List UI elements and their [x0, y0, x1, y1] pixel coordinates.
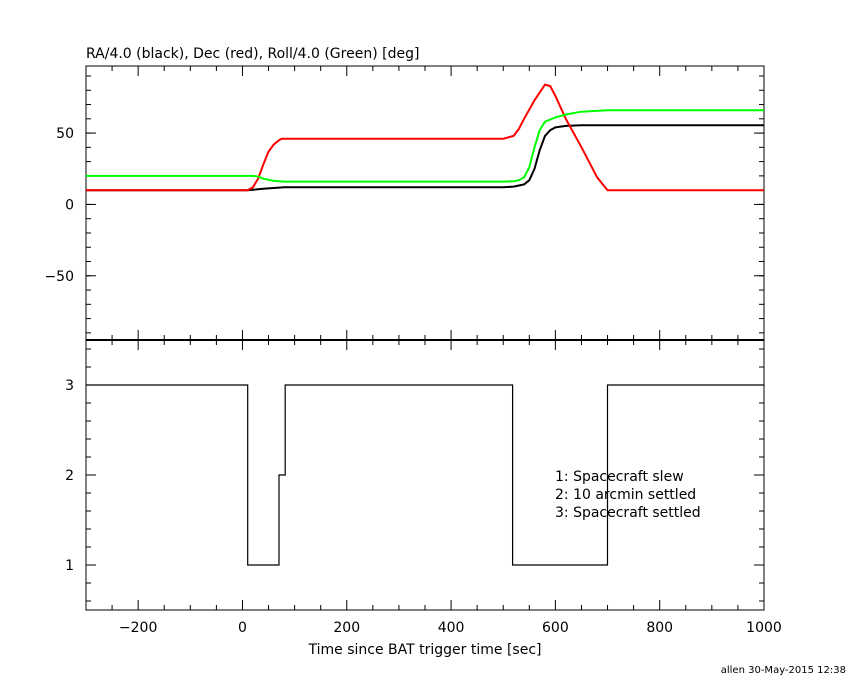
top-y-tick-label: −50: [44, 269, 74, 285]
x-axis-label: Time since BAT trigger time [sec]: [308, 642, 542, 658]
top-y-tick-label: 50: [56, 126, 74, 142]
top-panel-ticks: −50 0 50: [44, 66, 765, 340]
top-series-dec: [86, 83, 764, 192]
bottom-panel-series: [86, 384, 764, 566]
legend-10-arcmin: 2: 10 arcmin settled: [555, 487, 696, 503]
top-y-tick-label: 0: [65, 197, 74, 213]
x-tick-label: 600: [542, 620, 569, 636]
bottom-y-tick-label: 2: [65, 468, 74, 484]
top-panel-title: RA/4.0 (black), Dec (red), Roll/4.0 (Gre…: [86, 46, 419, 62]
bottom-y-tick-label: 1: [65, 558, 74, 574]
top-series-roll: [86, 109, 764, 183]
x-tick-label: 800: [646, 620, 673, 636]
bottom-panel-ticks: −200 0 200 400 600 800 1000 1 2 3: [65, 340, 782, 636]
bottom-series-ra: [86, 384, 764, 566]
legend-settled: 3: Spacecraft settled: [555, 505, 701, 521]
bottom-y-tick-label: 3: [65, 378, 74, 394]
top-panel-series: [86, 83, 764, 192]
x-tick-label: −200: [119, 620, 157, 636]
top-series-ra: [86, 124, 764, 192]
x-tick-label: 1000: [746, 620, 782, 636]
x-tick-label: 0: [238, 620, 247, 636]
top-panel-frame: [85, 65, 765, 341]
legend-slew: 1: Spacecraft slew: [555, 469, 684, 485]
x-tick-label: 200: [333, 620, 360, 636]
x-tick-label: 400: [438, 620, 465, 636]
footer-credit: allen 30-May-2015 12:38: [721, 665, 846, 676]
